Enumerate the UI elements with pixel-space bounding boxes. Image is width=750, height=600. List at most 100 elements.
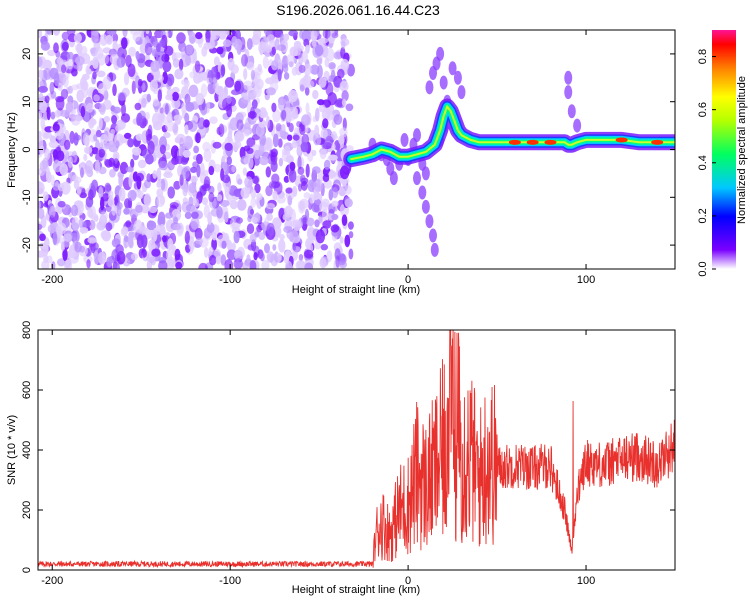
- noise-blob: [141, 117, 148, 127]
- noise-blob: [40, 41, 51, 51]
- noise-blob: [271, 60, 279, 71]
- noise-blob: [83, 153, 88, 162]
- noise-blob: [274, 38, 280, 51]
- noise-blob: [259, 156, 269, 166]
- noise-blob: [236, 119, 244, 131]
- noise-blob: [305, 44, 310, 53]
- noise-blob: [328, 62, 336, 70]
- noise-blob: [99, 103, 106, 115]
- noise-blob: [271, 102, 277, 113]
- noise-blob: [207, 211, 212, 225]
- noise-blob: [305, 102, 310, 115]
- noise-blob: [173, 114, 183, 122]
- noise-blob: [125, 54, 132, 68]
- ridge-band-yellow: [350, 105, 675, 161]
- noise-blob: [322, 173, 330, 183]
- spectrogram-x-label: Height of straight line (km): [292, 284, 420, 296]
- noise-blob: [211, 237, 218, 251]
- noise-blob: [57, 182, 65, 192]
- noise-blob: [222, 161, 228, 173]
- noise-blob: [215, 255, 221, 265]
- noise-blob: [243, 92, 249, 101]
- noise-blob: [167, 186, 175, 199]
- noise-blob: [154, 74, 164, 83]
- noise-blob: [211, 232, 217, 241]
- noise-blob: [209, 116, 218, 124]
- snr-x-tick-label: 100: [577, 575, 595, 587]
- noise-blob: [71, 68, 78, 77]
- noise-blob: [181, 79, 189, 86]
- noise-blob: [329, 169, 334, 180]
- noise-blob: [112, 262, 120, 269]
- signal-side-blob: [425, 80, 434, 95]
- noise-blob: [303, 63, 312, 76]
- snr-x-label: Height of straight line (km): [292, 584, 420, 596]
- noise-blob: [148, 206, 158, 214]
- noise-blob: [146, 220, 157, 231]
- noise-blob: [251, 239, 257, 252]
- noise-blob: [275, 123, 282, 132]
- noise-blob: [174, 248, 181, 261]
- noise-blob: [49, 81, 55, 95]
- noise-blob: [194, 198, 200, 206]
- noise-blob: [56, 57, 64, 65]
- signal-side-blob: [430, 242, 439, 257]
- noise-blob: [314, 44, 324, 57]
- noise-blob: [190, 175, 198, 183]
- noise-blob: [322, 118, 329, 129]
- noise-blob: [255, 124, 265, 137]
- noise-blob: [145, 111, 150, 120]
- noise-blob: [46, 106, 51, 121]
- noise-blob: [130, 253, 138, 261]
- spectrogram-signal-ridge: [343, 46, 675, 257]
- noise-blob: [330, 224, 340, 233]
- noise-blob: [197, 36, 203, 48]
- noise-blob: [172, 223, 182, 231]
- noise-blob: [339, 80, 349, 92]
- noise-blob: [181, 102, 187, 114]
- noise-blob: [174, 68, 184, 80]
- noise-blob: [226, 156, 232, 166]
- signal-side-blob: [457, 85, 466, 100]
- signal-side-blob: [564, 70, 573, 85]
- noise-blob: [246, 61, 255, 71]
- noise-blob: [194, 60, 201, 73]
- noise-blob: [162, 60, 172, 72]
- noise-blob: [306, 80, 315, 89]
- noise-blob: [297, 166, 305, 175]
- noise-blob: [81, 45, 88, 56]
- noise-blob: [104, 54, 110, 65]
- noise-blob: [292, 185, 298, 197]
- noise-blob: [168, 260, 177, 268]
- noise-blob: [322, 30, 331, 39]
- spectrogram-x-tick-label: -200: [41, 274, 63, 286]
- noise-blob: [288, 30, 299, 37]
- colorbar-gradient: [712, 30, 736, 269]
- noise-blob: [95, 159, 100, 174]
- noise-blob: [283, 72, 290, 80]
- noise-blob: [272, 190, 278, 201]
- noise-blob: [122, 30, 128, 38]
- noise-blob: [169, 202, 179, 209]
- noise-blob: [178, 58, 184, 71]
- noise-blob: [109, 169, 116, 178]
- spectrogram-y-tick-label: 10: [21, 96, 33, 108]
- noise-blob: [266, 222, 275, 236]
- noise-blob: [40, 116, 45, 130]
- snr-y-tick-label: 400: [21, 441, 33, 459]
- noise-blob: [47, 224, 56, 234]
- noise-blob: [160, 178, 166, 191]
- noise-blob: [163, 132, 171, 139]
- noise-blob: [266, 213, 273, 221]
- noise-blob: [173, 52, 183, 59]
- noise-blob: [339, 127, 348, 138]
- noise-blob: [244, 176, 254, 188]
- noise-blob: [53, 72, 60, 87]
- noise-blob: [314, 219, 320, 228]
- signal-side-blob: [421, 199, 430, 214]
- spectrogram-x-tick-label: -100: [219, 274, 241, 286]
- noise-blob: [200, 162, 205, 176]
- noise-blob: [203, 42, 211, 50]
- noise-blob: [226, 95, 232, 105]
